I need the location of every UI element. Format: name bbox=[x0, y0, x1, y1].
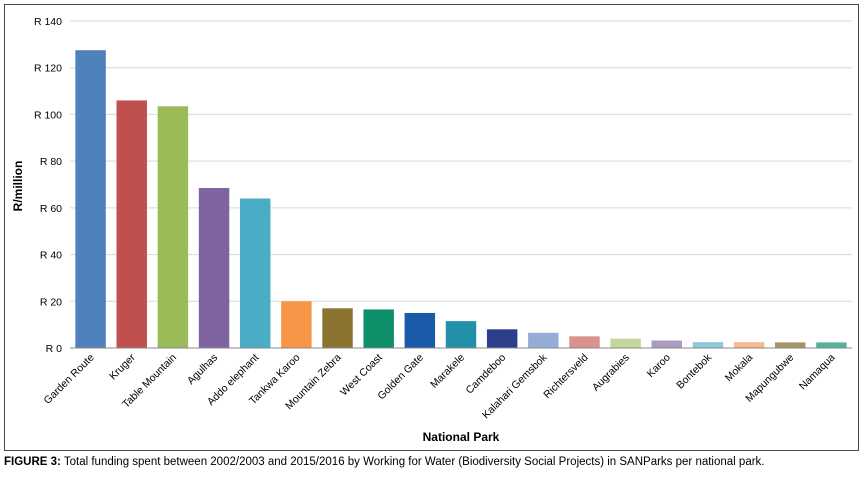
y-tick-label: R 0 bbox=[46, 343, 63, 355]
caption-label: FIGURE 3: bbox=[4, 456, 61, 468]
y-axis-label: R/million bbox=[11, 161, 25, 212]
bar bbox=[816, 342, 847, 348]
bar bbox=[363, 309, 394, 348]
bar bbox=[322, 308, 353, 348]
figure-caption: FIGURE 3: Total funding spent between 20… bbox=[4, 456, 765, 468]
bar bbox=[486, 329, 518, 348]
x-tick-label: Richtersveld bbox=[541, 352, 590, 401]
y-tick-label: R 60 bbox=[40, 203, 62, 215]
bar bbox=[528, 332, 559, 348]
bar bbox=[239, 198, 271, 348]
chart-frame bbox=[4, 4, 859, 451]
x-tick-label: Karoo bbox=[645, 352, 673, 380]
y-tick-label: R 20 bbox=[40, 296, 62, 308]
y-tick-label: R 140 bbox=[34, 16, 62, 28]
bar bbox=[75, 50, 106, 348]
x-tick-label: Namaqua bbox=[797, 352, 838, 393]
y-tick-label: R 40 bbox=[40, 250, 62, 262]
bar bbox=[651, 340, 683, 348]
y-tick-label: R 100 bbox=[34, 109, 62, 121]
caption-text: Total funding spent between 2002/2003 an… bbox=[63, 456, 765, 468]
bar bbox=[569, 336, 600, 348]
x-tick-label: Agulhas bbox=[185, 352, 220, 387]
bar bbox=[116, 100, 147, 349]
bar bbox=[775, 342, 806, 348]
bars bbox=[75, 50, 847, 349]
x-tick-label: Bontebok bbox=[674, 351, 714, 391]
x-axis-label: National Park bbox=[423, 430, 500, 444]
bar bbox=[445, 321, 477, 348]
bar bbox=[157, 106, 189, 348]
x-tick-label: Kruger bbox=[107, 351, 138, 382]
bar bbox=[281, 301, 312, 348]
y-tick-label: R 80 bbox=[40, 156, 62, 168]
bar bbox=[198, 188, 230, 348]
bar bbox=[733, 342, 765, 348]
bar bbox=[692, 342, 724, 348]
x-tick-label: Augrabies bbox=[590, 352, 632, 394]
bar bbox=[610, 338, 641, 348]
y-tick-label: R 120 bbox=[34, 63, 62, 75]
y-tick-labels: R 0 R 20 R 40 R 60 R 80 R 100 R 120 R 140 bbox=[34, 16, 62, 355]
bar bbox=[404, 312, 436, 348]
x-tick-label: Marakele bbox=[428, 352, 467, 391]
x-tick-label: Mokala bbox=[723, 352, 756, 385]
x-tick-label: Garden Route bbox=[42, 352, 97, 407]
